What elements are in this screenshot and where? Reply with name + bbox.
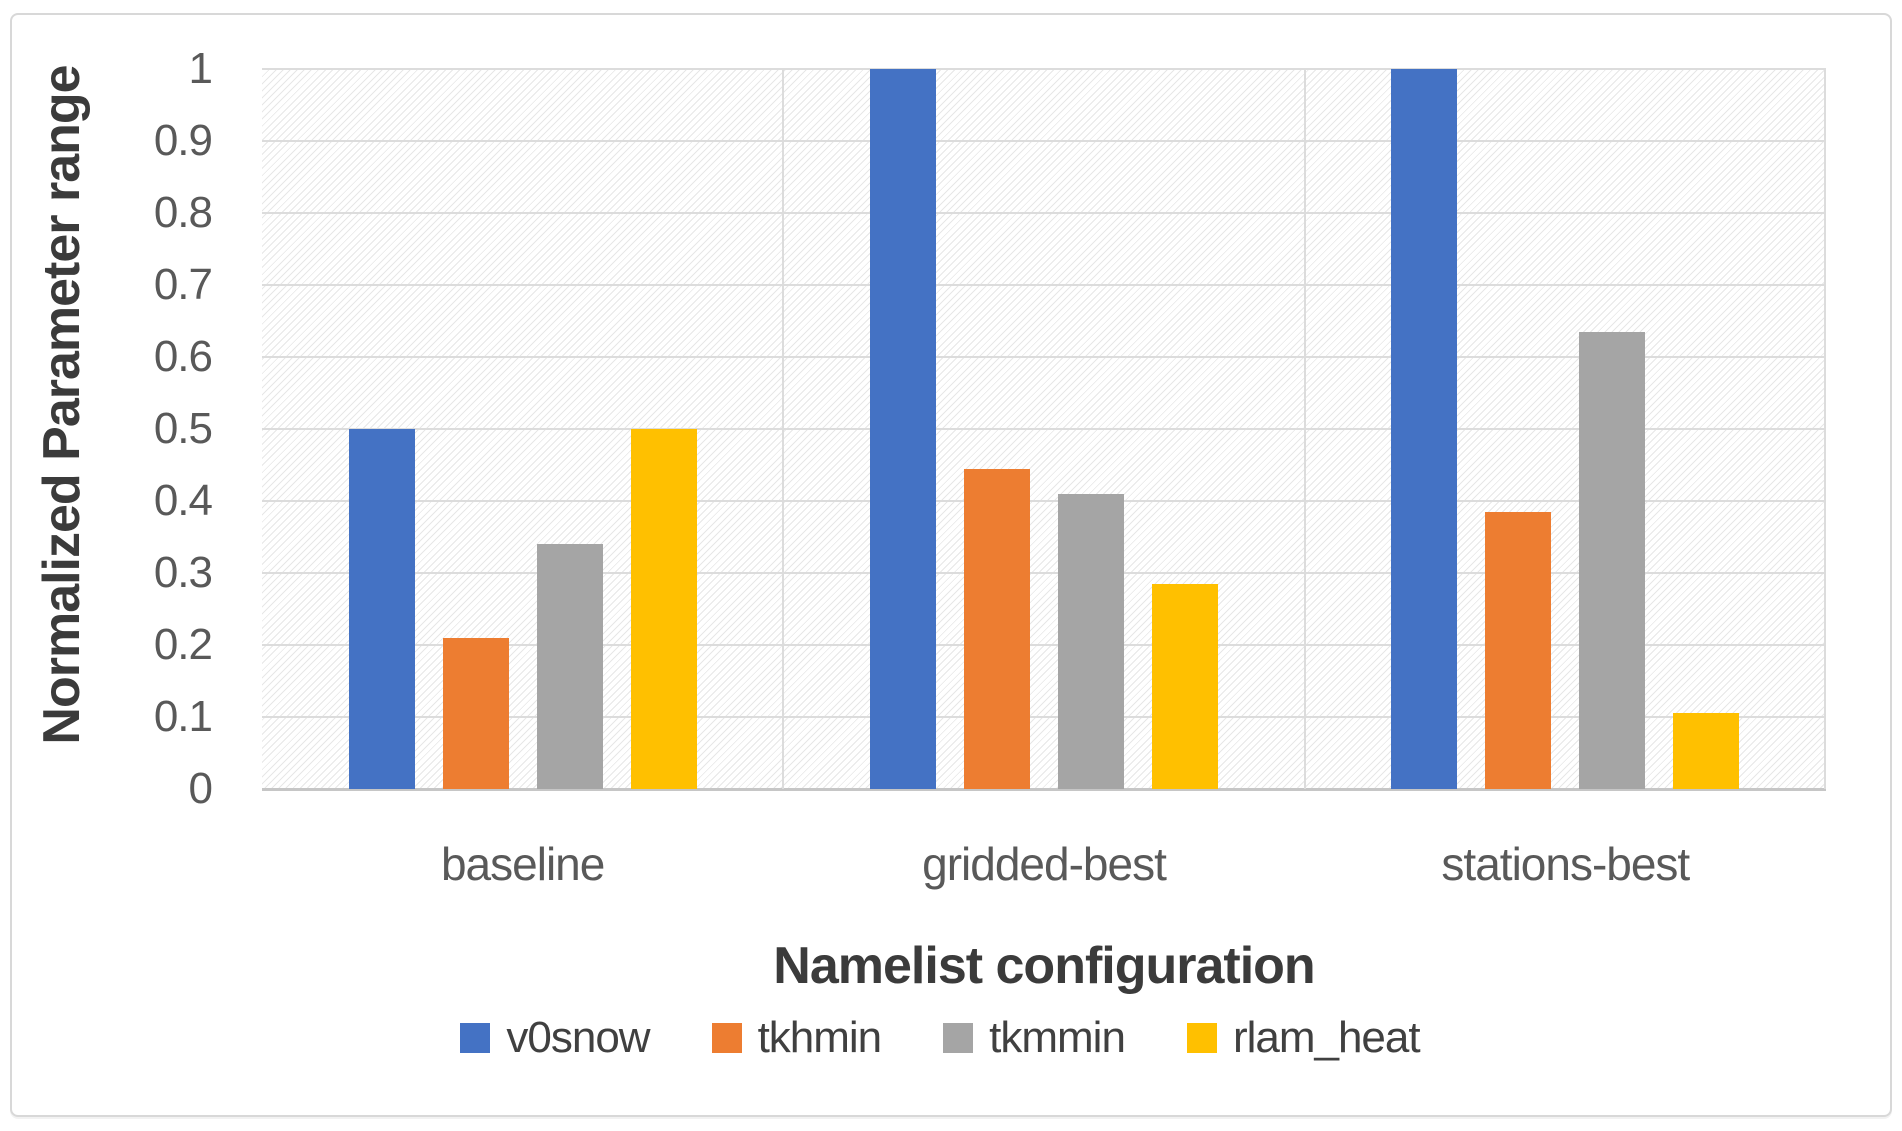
bar-tkmmin-gridded-best	[1058, 493, 1124, 789]
y-tick-label: 0.3	[153, 548, 213, 597]
y-tick-label: 0.8	[153, 188, 213, 237]
legend-label: rlam_heat	[1232, 1013, 1421, 1062]
y-tick-label: 0.7	[153, 260, 213, 309]
x-axis-title: Namelist configuration	[773, 937, 1315, 995]
chart-legend: v0snow tkhmin tkmmin rlam_heat	[10, 1010, 1902, 1066]
x-axis-line	[262, 788, 1826, 791]
legend-item-rlam_heat: rlam_heat	[1186, 1013, 1421, 1062]
gridline	[262, 68, 1826, 70]
bar-tkhmin-gridded-best	[964, 468, 1030, 789]
plot-area	[262, 68, 1826, 791]
y-tick-label: 0.6	[153, 332, 213, 381]
gridline	[262, 140, 1826, 142]
legend-item-tkmmin: tkmmin	[943, 1013, 1126, 1062]
gridline	[262, 284, 1826, 286]
legend-label: tkhmin	[757, 1013, 883, 1062]
bar-v0snow-baseline	[348, 429, 415, 789]
y-tick-label: 0.9	[153, 116, 213, 165]
bar-rlam_heat-gridded-best	[1152, 583, 1218, 789]
legend-swatch-icon	[460, 1023, 491, 1053]
gridline-vertical	[782, 69, 784, 789]
bar-v0snow-stations-best	[1391, 69, 1458, 789]
gridline-vertical	[1824, 69, 1826, 789]
gridline	[262, 428, 1826, 430]
gridline	[262, 572, 1826, 574]
bar-rlam_heat-stations-best	[1673, 713, 1740, 789]
x-category-label-baseline: baseline	[440, 838, 605, 890]
legend-item-tkhmin: tkhmin	[711, 1013, 883, 1062]
legend-swatch-icon	[943, 1023, 974, 1053]
bar-tkhmin-baseline	[442, 637, 509, 789]
y-tick-label: 0	[188, 764, 213, 813]
bar-tkmmin-stations-best	[1579, 331, 1646, 789]
x-category-label-stations-best: stations-best	[1441, 838, 1690, 890]
gridline	[262, 500, 1826, 502]
y-tick-label: 0.4	[153, 476, 213, 525]
legend-swatch-icon	[1186, 1023, 1217, 1053]
legend-item-v0snow: v0snow	[460, 1013, 651, 1062]
x-category-label-gridded-best: gridded-best	[922, 838, 1167, 890]
y-tick-label: 1	[188, 44, 213, 93]
gridline-vertical	[1304, 69, 1306, 789]
legend-swatch-icon	[711, 1023, 742, 1053]
legend-label: tkmmin	[989, 1013, 1126, 1062]
bar-v0snow-gridded-best	[870, 69, 936, 789]
y-tick-label: 0.1	[153, 692, 213, 741]
bar-tkmmin-baseline	[536, 544, 603, 789]
gridline	[262, 212, 1826, 214]
bar-tkhmin-stations-best	[1485, 511, 1552, 789]
y-tick-label: 0.2	[153, 620, 213, 669]
y-tick-label: 0.5	[153, 404, 213, 453]
legend-label: v0snow	[506, 1013, 650, 1062]
bar-rlam_heat-baseline	[630, 429, 697, 789]
gridline	[262, 644, 1826, 646]
gridline	[262, 356, 1826, 358]
gridline	[262, 716, 1826, 718]
